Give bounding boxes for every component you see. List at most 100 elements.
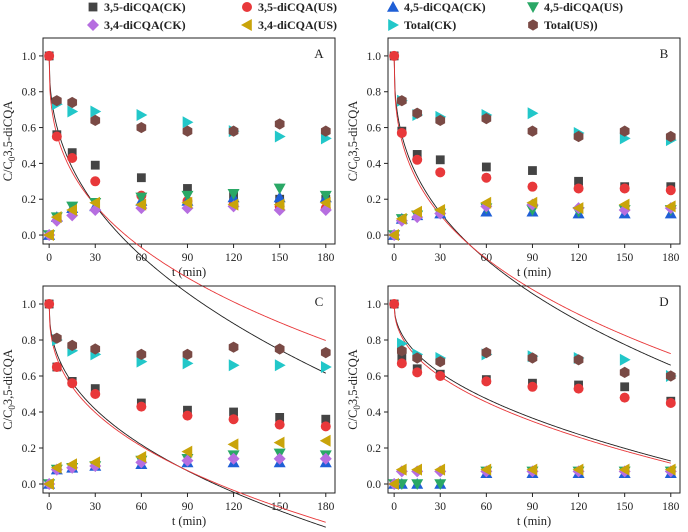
x-tick-label: 180 bbox=[317, 252, 335, 264]
point-3-5-dicqa-ck bbox=[574, 176, 583, 186]
x-tick-label: 0 bbox=[391, 252, 397, 264]
point-3-4-dicqa-us bbox=[89, 456, 101, 469]
point-3-4-dicqa-us bbox=[273, 436, 285, 449]
point-3-4-dicqa-us bbox=[66, 458, 77, 471]
series-3-4-dicqa-us bbox=[388, 463, 676, 490]
point-3-4-dicqa-us bbox=[66, 203, 77, 216]
x-tick-label: 150 bbox=[616, 501, 634, 513]
point-3-4-dicqa-us bbox=[480, 463, 492, 476]
x-tick-label: 60 bbox=[136, 501, 148, 513]
point-total-us bbox=[51, 332, 62, 344]
legend-entry-3-4-dicqa-us: 3,4-diCQA(US) bbox=[241, 18, 337, 32]
series-total-us bbox=[51, 95, 331, 137]
x-tick-label: 0 bbox=[391, 501, 397, 513]
y-tick-label: 0.6 bbox=[22, 123, 37, 135]
point-3-4-dicqa-us bbox=[227, 198, 239, 211]
legend-marker-total-ck bbox=[388, 19, 399, 31]
point-3-5-dicqa-us bbox=[396, 127, 407, 138]
point-3-4-dicqa-us bbox=[411, 463, 422, 476]
point-3-5-dicqa-us bbox=[136, 401, 147, 412]
point-3-4-dicqa-us bbox=[89, 196, 101, 209]
y-tick-label: 0.4 bbox=[367, 158, 382, 170]
point-3-4-dicqa-us bbox=[664, 463, 676, 476]
point-total-us bbox=[435, 356, 446, 368]
point-3-5-dicqa-us bbox=[67, 153, 78, 164]
y-tick-label: 0.8 bbox=[367, 87, 382, 99]
point-3-5-dicqa-us bbox=[389, 299, 400, 309]
y-tick-label: 1.0 bbox=[367, 51, 382, 63]
point-3-5-dicqa-us bbox=[481, 172, 492, 183]
y-tick-label: 0.2 bbox=[22, 194, 37, 206]
y-tick-label: 1.0 bbox=[367, 299, 382, 311]
panels: 0 30 60 90 120 150 180 0.0 0.2 0.4 0.6 0.8 1.0 t (min… bbox=[1, 37, 681, 528]
point-3-5-dicqa-ck bbox=[397, 353, 407, 363]
point-total-ck bbox=[182, 116, 194, 129]
point-3-5-dicqa-ck bbox=[183, 405, 192, 415]
x-tick-label: 60 bbox=[136, 252, 148, 264]
y-tick-label: 0.4 bbox=[22, 158, 37, 170]
x-tick-label: 90 bbox=[527, 501, 539, 513]
point-total-us bbox=[320, 347, 331, 359]
series-total-us bbox=[396, 95, 676, 143]
legend-marker-3-5-dicqa-ck bbox=[88, 2, 98, 12]
point-3-5-dicqa-ck bbox=[90, 160, 100, 170]
point-total-us bbox=[228, 125, 239, 137]
x-tick-label: 30 bbox=[90, 252, 102, 264]
point-3-5-dicqa-us bbox=[619, 183, 630, 194]
point-3-5-dicqa-ck bbox=[528, 166, 537, 175]
y-tick-label: 0.6 bbox=[22, 371, 37, 383]
point-3-5-dicqa-us bbox=[665, 185, 676, 196]
legend-entry-total-ck: Total(CK) bbox=[388, 18, 456, 32]
point-total-us bbox=[90, 114, 101, 126]
legend-marker-3-5-dicqa-us bbox=[242, 2, 252, 12]
series-3-4-dicqa-us bbox=[43, 434, 331, 490]
x-tick-label: 60 bbox=[481, 501, 493, 513]
series-3-4-dicqa-us bbox=[43, 196, 331, 242]
legend-label-3-4-dicqa-ck: 3,4-diCQA(CK) bbox=[104, 18, 186, 32]
legend-label-4-5-dicqa-ck: 4,5-diCQA(CK) bbox=[404, 0, 486, 14]
point-total-us bbox=[136, 121, 147, 134]
point-4-5-dicqa-us bbox=[319, 190, 332, 202]
point-3-4-dicqa-us bbox=[388, 478, 399, 490]
point-3-4-dicqa-us bbox=[181, 445, 193, 458]
x-axis-label: t (min) bbox=[172, 265, 206, 279]
point-total-us bbox=[412, 352, 423, 364]
point-total-us bbox=[396, 95, 407, 107]
point-3-4-dicqa-ck bbox=[273, 452, 286, 465]
x-tick-label: 90 bbox=[527, 252, 539, 264]
point-3-4-dicqa-us bbox=[388, 229, 399, 242]
point-3-5-dicqa-us bbox=[665, 398, 676, 408]
plot-frame bbox=[387, 37, 681, 245]
point-3-5-dicqa-us bbox=[182, 410, 193, 421]
x-tick-label: 180 bbox=[662, 501, 680, 513]
legend-label-3-4-dicqa-us: 3,4-diCQA(US) bbox=[258, 18, 337, 32]
x-tick-label: 60 bbox=[481, 252, 493, 264]
point-3-4-dicqa-us bbox=[664, 200, 676, 213]
y-tick-label: 0.2 bbox=[367, 443, 382, 455]
plot-frame bbox=[387, 285, 681, 494]
x-tick-label: 30 bbox=[435, 501, 447, 513]
point-3-4-dicqa-us bbox=[395, 212, 407, 225]
point-total-ck bbox=[90, 105, 102, 118]
point-3-4-dicqa-us bbox=[411, 205, 422, 218]
point-4-5-dicqa-us bbox=[273, 183, 286, 195]
point-3-4-dicqa-us bbox=[618, 463, 630, 476]
point-4-5-dicqa-us bbox=[227, 189, 240, 200]
point-3-5-dicqa-us bbox=[573, 183, 584, 194]
point-3-5-dicqa-us bbox=[481, 376, 492, 387]
point-3-4-dicqa-us bbox=[181, 196, 193, 209]
point-4-5-dicqa-ck bbox=[273, 191, 286, 203]
y-axis-label: C/C03,5-diCQA bbox=[1, 349, 17, 430]
point-3-4-dicqa-us bbox=[43, 229, 54, 242]
legend-marker-4-5-dicqa-us bbox=[527, 2, 539, 14]
legend-marker-4-5-dicqa-ck bbox=[387, 1, 399, 12]
point-3-5-dicqa-us bbox=[435, 371, 446, 381]
point-3-4-dicqa-us bbox=[480, 196, 492, 209]
point-total-us bbox=[274, 118, 285, 130]
y-tick-label: 0.0 bbox=[367, 479, 382, 491]
point-total-us bbox=[412, 107, 423, 119]
point-3-5-dicqa-us bbox=[619, 392, 630, 403]
point-3-5-dicqa-us bbox=[396, 358, 407, 369]
point-total-us bbox=[320, 125, 331, 137]
y-tick-label: 0.8 bbox=[22, 87, 37, 99]
